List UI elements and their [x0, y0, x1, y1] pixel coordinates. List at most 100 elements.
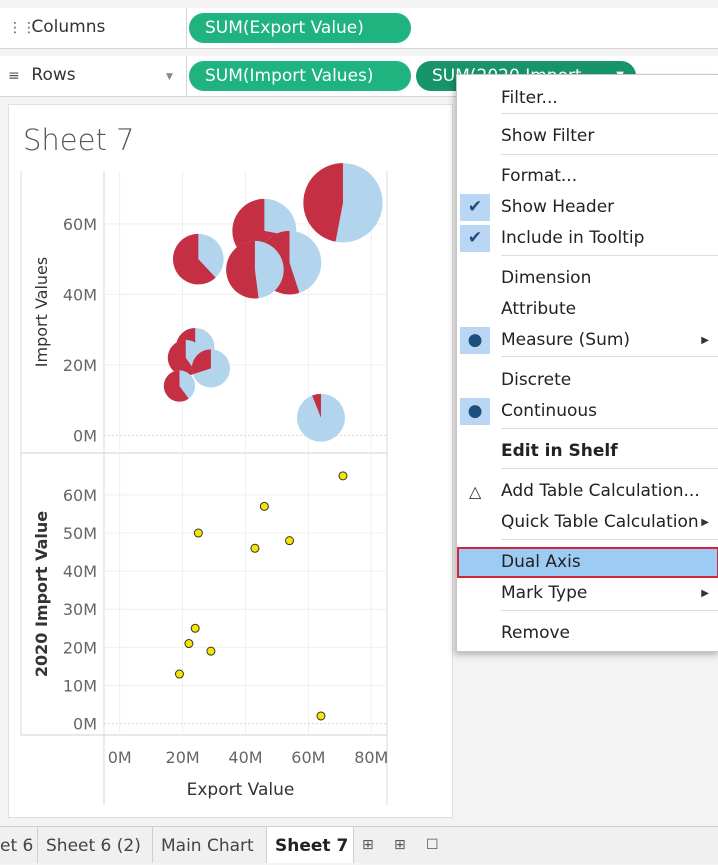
y-tick-label: 60M: [63, 486, 97, 505]
sheet-title: Sheet 7: [23, 123, 135, 157]
menu-item-attribute[interactable]: Attribute: [457, 294, 718, 325]
pie-mark-red: [312, 393, 321, 418]
scatter-point: [193, 528, 203, 538]
columns-shelf-label: ⋮⋮ Columns: [8, 8, 105, 46]
y-axis-label: Import Values: [32, 257, 51, 367]
pill-sum-import-values[interactable]: SUM(Import Values): [189, 61, 411, 91]
scatter-point: [206, 646, 216, 656]
menu-item-label: Show Filter: [501, 126, 595, 146]
x-tick-label: 20M: [166, 748, 200, 767]
menu-item-label: Measure (Sum): [501, 330, 631, 350]
menu-separator: [501, 255, 718, 256]
menu-item-mark-type[interactable]: Mark Type ▶: [457, 578, 718, 609]
menu-item-format[interactable]: Format...: [457, 161, 718, 192]
menu-item-show-filter[interactable]: Show Filter: [457, 121, 718, 152]
menu-separator: [501, 428, 718, 429]
y-tick-label: 40M: [63, 285, 97, 304]
menu-item-label: Attribute: [501, 299, 577, 319]
menu-separator: [501, 468, 718, 469]
y-tick-label: 20M: [63, 638, 97, 657]
y-tick-label: 0M: [73, 715, 97, 734]
y-tick-label: 10M: [63, 676, 97, 695]
submenu-arrow-icon: ▶: [701, 588, 709, 599]
scatter-point: [184, 639, 194, 649]
pie-mark-red: [303, 163, 343, 242]
new-dashboard-icon[interactable]: ⊞: [394, 837, 406, 853]
menu-item-label: Dual Axis: [501, 552, 581, 572]
y-tick-label: 0M: [73, 426, 97, 445]
pie-mark-red: [163, 370, 189, 402]
sheet-tab-et-6[interactable]: et 6: [0, 827, 38, 863]
menu-item-continuous[interactable]: ● Continuous: [457, 396, 718, 427]
menu-item-label: Dimension: [501, 268, 592, 288]
sheet-tab-bar: et 6 Sheet 6 (2) Main Chart Sheet 7 ⊞ ⊞ ☐: [0, 826, 718, 863]
menu-item-label: Add Table Calculation...: [501, 481, 700, 501]
field-context-menu: Filter... Show Filter Format... ✔ Show Heade…: [456, 74, 718, 652]
checkmark-icon: ✔: [460, 225, 490, 252]
menu-separator: [501, 356, 718, 357]
menu-item-dual-axis[interactable]: Dual Axis: [457, 547, 718, 578]
sheet-tab-main-chart[interactable]: Main Chart: [153, 827, 267, 863]
y-axis-label: 2020 Import Value: [32, 511, 51, 677]
menu-item-filter[interactable]: Filter...: [457, 83, 718, 114]
new-story-icon[interactable]: ☐: [426, 837, 439, 853]
x-tick-label: 40M: [228, 748, 262, 767]
scatter-point: [259, 501, 269, 511]
menu-item-remove[interactable]: Remove: [457, 618, 718, 649]
y-tick-label: 60M: [63, 215, 97, 234]
radio-dot-icon: ●: [460, 398, 490, 425]
chart-svg: 0M 20M 40M 60M Import Values 0M 10M 20M 30M 40M 50…: [20, 163, 388, 805]
y-tick-label: 20M: [63, 356, 97, 375]
radio-dot-icon: ●: [460, 327, 490, 354]
menu-separator: [501, 113, 718, 114]
scatter-point: [338, 471, 348, 481]
menu-item-label: Quick Table Calculation: [501, 512, 699, 532]
submenu-arrow-icon: ▶: [701, 335, 709, 346]
x-tick-label: 60M: [291, 748, 325, 767]
scatter-point: [316, 711, 326, 721]
scatter-point: [190, 623, 200, 633]
menu-separator: [501, 539, 718, 540]
sheet-tab-sheet-6-2-[interactable]: Sheet 6 (2): [38, 827, 153, 863]
menu-item-show-header[interactable]: ✔ Show Header: [457, 192, 718, 223]
scatter-point: [250, 543, 260, 553]
delta-icon: △: [469, 482, 482, 501]
x-tick-label: 80M: [354, 748, 388, 767]
menu-item-quick-table-calculation[interactable]: Quick Table Calculation ▶: [457, 507, 718, 538]
menu-item-label: Show Header: [501, 197, 615, 217]
sheet-tab-sheet-7[interactable]: Sheet 7: [267, 827, 354, 863]
menu-item-label: Include in Tooltip: [501, 228, 645, 248]
new-worksheet-icon[interactable]: ⊞: [362, 837, 374, 853]
menu-item-label: Remove: [501, 623, 570, 643]
menu-item-label: Continuous: [501, 401, 598, 421]
menu-item-label: Discrete: [501, 370, 572, 390]
rows-dropdown-icon[interactable]: ▼: [166, 72, 173, 82]
submenu-arrow-icon: ▶: [701, 517, 709, 528]
menu-item-dimension[interactable]: Dimension: [457, 263, 718, 294]
menu-separator: [501, 154, 718, 155]
rows-icon: ≡: [8, 68, 20, 84]
pie-mark-red: [191, 349, 211, 375]
menu-item-discrete[interactable]: Discrete: [457, 365, 718, 396]
menu-item-label: Edit in Shelf: [501, 441, 618, 461]
menu-item-label: Format...: [501, 166, 578, 186]
scatter-point: [174, 669, 184, 679]
menu-item-edit-in-shelf[interactable]: Edit in Shelf: [457, 436, 718, 467]
menu-item-measure-sum[interactable]: ● Measure (Sum) ▶: [457, 325, 718, 356]
scatter-point: [285, 536, 295, 546]
columns-shelf: ⋮⋮ Columns SUM(Export Value): [0, 8, 718, 49]
menu-item-include-in-tooltip[interactable]: ✔ Include in Tooltip: [457, 223, 718, 254]
pie-mark-red: [167, 339, 197, 376]
x-axis-label: Export Value: [187, 780, 295, 800]
pie-mark-red: [173, 233, 216, 285]
menu-item-label: Mark Type: [501, 583, 588, 603]
checkmark-icon: ✔: [460, 194, 490, 221]
menu-item-add-table-calculation[interactable]: △ Add Table Calculation...: [457, 476, 718, 507]
pie-mark-red: [226, 240, 259, 299]
y-tick-label: 40M: [63, 562, 97, 581]
menu-separator: [501, 610, 718, 611]
pill-sum-export-value[interactable]: SUM(Export Value): [189, 13, 411, 43]
y-tick-label: 50M: [63, 524, 97, 543]
menu-item-label: Filter...: [501, 88, 558, 108]
y-tick-label: 30M: [63, 600, 97, 619]
